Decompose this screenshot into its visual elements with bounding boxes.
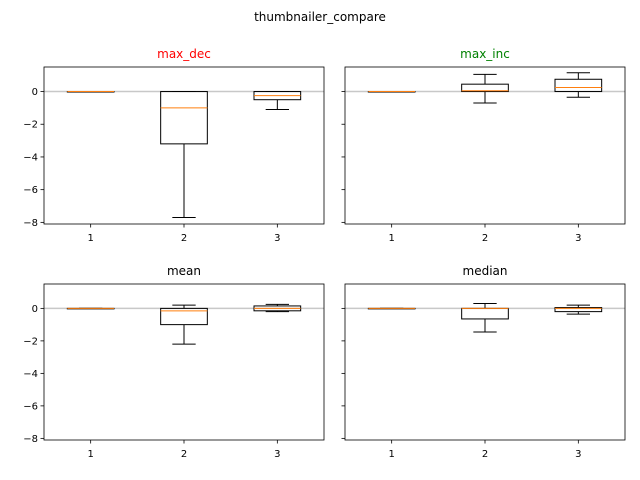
y-tick-label: 0 — [32, 87, 38, 98]
x-tick-label: 3 — [575, 449, 581, 460]
box-2 — [160, 91, 208, 218]
x-tick-label: 1 — [87, 449, 93, 460]
x-tick-label: 3 — [274, 449, 280, 460]
y-tick-label: −2 — [23, 120, 38, 131]
x-tick-label: 2 — [181, 449, 187, 460]
y-tick-label: −6 — [23, 401, 38, 412]
y-tick-label: −6 — [23, 185, 38, 196]
box-3 — [253, 303, 302, 313]
y-tick-label: −4 — [23, 369, 38, 380]
figure-title: thumbnailer_compare — [254, 10, 386, 24]
subplot-title: mean — [167, 264, 201, 278]
y-tick-label: 0 — [32, 304, 38, 315]
box-iqr — [461, 83, 509, 93]
y-tick-label: −4 — [23, 152, 38, 163]
y-tick-label: −8 — [23, 434, 38, 445]
subplot-title: max_inc — [460, 47, 510, 61]
x-tick-label: 3 — [575, 233, 581, 244]
x-tick-label: 1 — [87, 233, 93, 244]
box-iqr — [160, 307, 208, 326]
box-2 — [461, 303, 509, 333]
x-tick-label: 2 — [482, 449, 488, 460]
box-1 — [66, 91, 115, 93]
x-tick-label: 1 — [388, 449, 394, 460]
box-1 — [66, 307, 115, 310]
y-tick-label: −2 — [23, 336, 38, 347]
x-tick-label: 3 — [274, 233, 280, 244]
box-2 — [461, 73, 509, 104]
x-tick-label: 1 — [388, 233, 394, 244]
box-iqr — [160, 91, 208, 145]
y-tick-label: −8 — [23, 218, 38, 229]
box-iqr — [554, 307, 603, 313]
box-iqr — [554, 78, 603, 93]
subplot-median: 1 2 3 median — [341, 264, 626, 460]
subplot-title: median — [463, 264, 508, 278]
box-1 — [367, 91, 416, 93]
subplot-title: max_dec — [157, 47, 211, 61]
box-3 — [554, 72, 603, 98]
box-3 — [253, 91, 302, 111]
box-3 — [554, 304, 603, 315]
subplot-max-dec: 0 −2 −4 −6 −8 1 2 3 max_dec — [23, 47, 325, 244]
box-1 — [367, 307, 416, 310]
x-tick-label: 2 — [482, 233, 488, 244]
subplot-max-inc: 1 2 3 max_inc — [341, 47, 626, 244]
subplot-mean: 0 −2 −4 −6 −8 1 2 3 mean — [23, 264, 325, 460]
box-2 — [160, 304, 208, 345]
x-tick-label: 2 — [181, 233, 187, 244]
